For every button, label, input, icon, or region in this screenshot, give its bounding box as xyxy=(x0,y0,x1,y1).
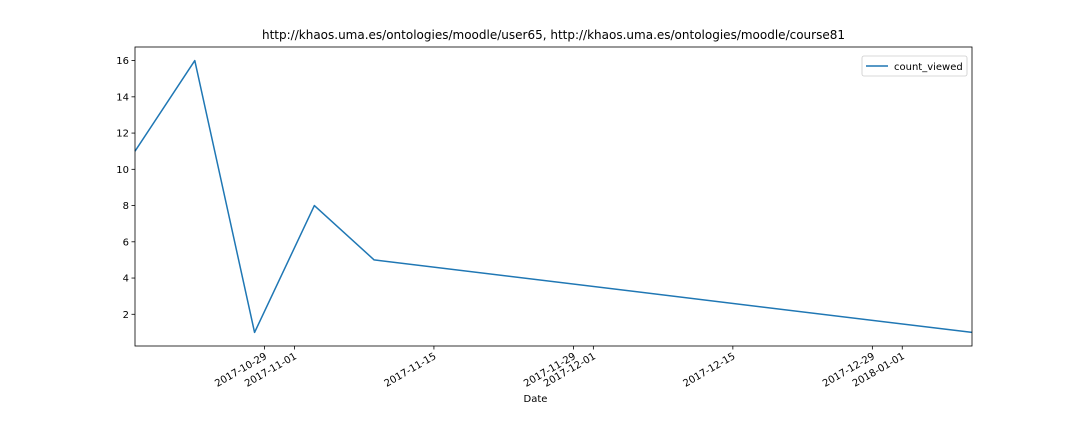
plot-frame xyxy=(134,46,973,347)
series-line xyxy=(134,59,973,334)
x-tick-label: 2017-12-15 xyxy=(682,351,738,390)
y-tick-label: 10 xyxy=(116,165,129,176)
y-tick-label: 8 xyxy=(123,201,129,212)
chart-title: http://khaos.uma.es/ontologies/moodle/us… xyxy=(262,28,845,42)
y-tick-label: 2 xyxy=(123,310,129,321)
legend-box xyxy=(861,55,968,77)
y-tick-label: 14 xyxy=(116,92,129,103)
y-tick-label: 12 xyxy=(116,129,129,140)
legend: count_viewed xyxy=(861,55,968,77)
plot-area xyxy=(134,59,973,334)
y-tick-label: 4 xyxy=(123,274,129,285)
x-tick-label: 2017-11-15 xyxy=(383,351,439,390)
legend-label: count_viewed xyxy=(894,62,963,73)
y-tick-label: 16 xyxy=(116,56,129,67)
x-axis-label: Date xyxy=(524,394,548,405)
y-tick-label: 6 xyxy=(123,237,129,248)
y-axis: 2 4 6 8 10 12 14 16 xyxy=(116,56,135,321)
